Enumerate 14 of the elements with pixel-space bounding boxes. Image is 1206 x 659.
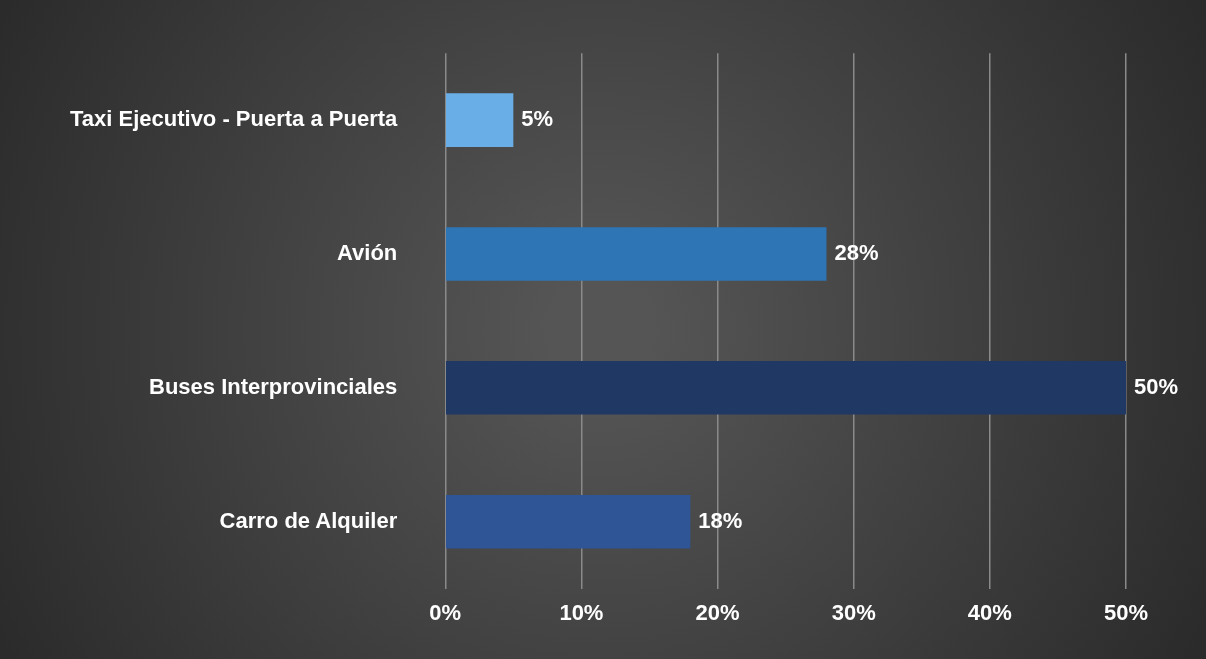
y-tick-label: Carro de Alquiler: [219, 507, 398, 533]
y-tick-label: Taxi Ejecutivo - Puerta a Puerta: [70, 106, 399, 132]
x-tick-label: 40%: [967, 599, 1012, 625]
data-label: 5%: [521, 106, 554, 132]
x-tick-label: 30%: [831, 599, 876, 625]
y-tick-label: Avión: [336, 240, 398, 266]
x-tick-label: 20%: [695, 599, 740, 625]
y-tick-label: Buses Interprovinciales: [149, 373, 398, 399]
x-tick-label: 0%: [429, 599, 462, 625]
data-label: 28%: [834, 240, 879, 266]
data-label: 18%: [698, 507, 743, 533]
data-label: 50%: [1134, 373, 1179, 399]
x-tick-label: 10%: [559, 599, 604, 625]
x-tick-label: 50%: [1103, 599, 1149, 625]
